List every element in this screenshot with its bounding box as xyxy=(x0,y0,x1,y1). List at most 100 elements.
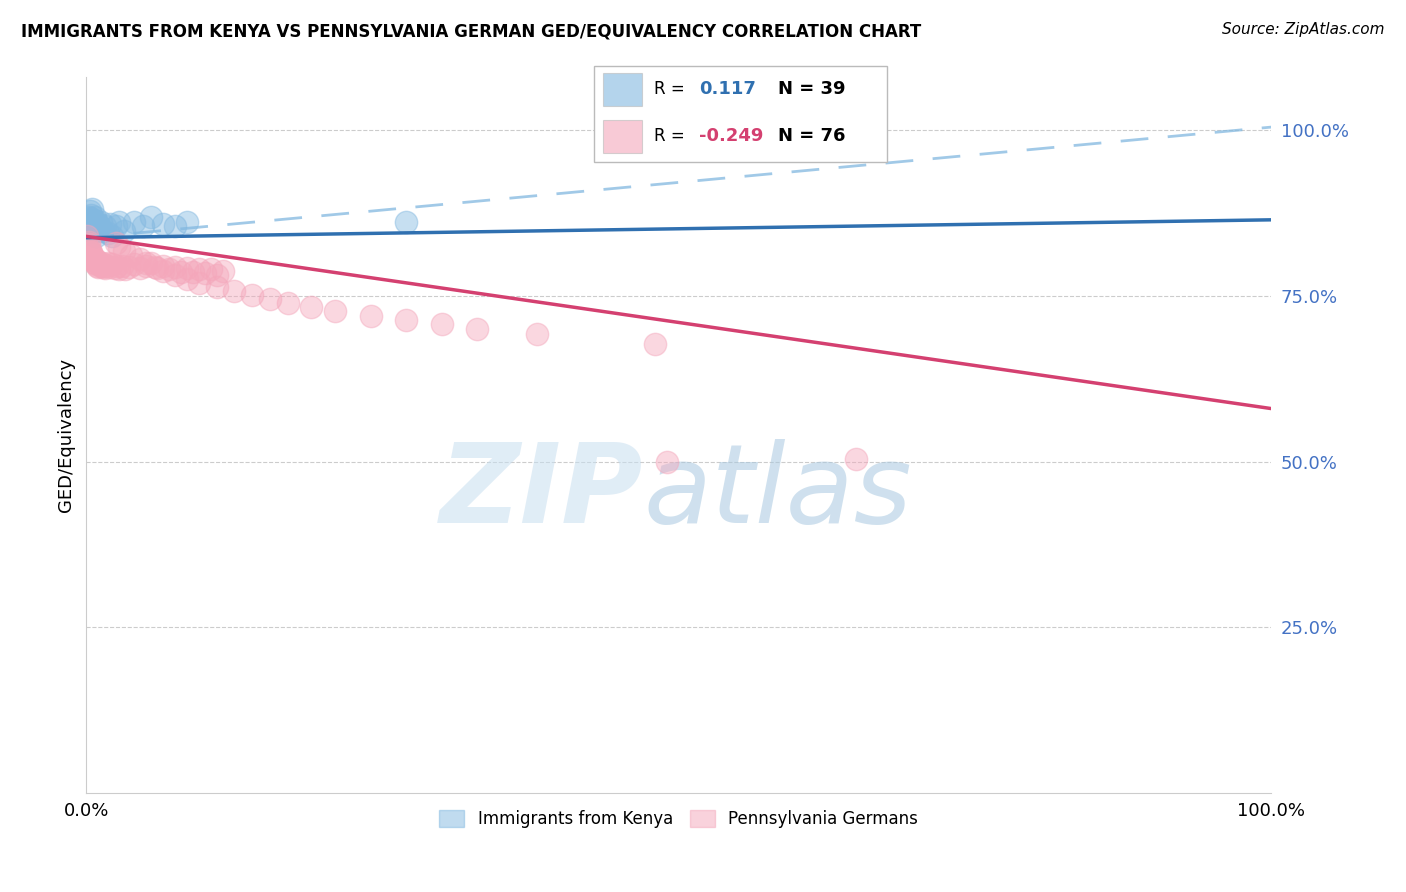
Point xyxy=(101,229,124,244)
Point xyxy=(87,260,110,274)
Point xyxy=(135,256,157,270)
Point xyxy=(128,261,150,276)
Point xyxy=(77,237,100,252)
Point xyxy=(104,219,127,234)
Point xyxy=(122,215,145,229)
Point xyxy=(84,257,107,271)
Point xyxy=(112,224,135,238)
Point xyxy=(97,226,120,240)
Point xyxy=(176,215,198,229)
Point xyxy=(143,260,166,274)
Point xyxy=(200,262,222,277)
Point xyxy=(132,219,155,234)
Point xyxy=(104,235,127,250)
Point xyxy=(94,219,117,234)
Point xyxy=(323,303,346,318)
Point xyxy=(82,248,104,262)
Point xyxy=(395,313,418,327)
Point xyxy=(170,265,193,279)
Point xyxy=(108,215,131,229)
Point xyxy=(176,261,198,276)
Point xyxy=(120,248,142,262)
Point xyxy=(430,317,453,331)
Point xyxy=(82,251,104,265)
Text: atlas: atlas xyxy=(643,439,911,546)
Point xyxy=(277,295,299,310)
Point xyxy=(76,223,98,237)
Point xyxy=(84,229,107,244)
Point xyxy=(86,259,108,273)
Bar xyxy=(603,73,643,105)
Point xyxy=(187,276,209,290)
Point xyxy=(97,256,120,270)
Point xyxy=(83,256,105,270)
Point xyxy=(79,211,101,225)
Point xyxy=(90,256,112,270)
Point xyxy=(299,300,322,314)
Point xyxy=(101,257,124,271)
Point xyxy=(93,257,115,271)
Point xyxy=(128,252,150,266)
Point xyxy=(181,265,204,279)
Text: N = 39: N = 39 xyxy=(778,80,845,98)
Point xyxy=(141,210,163,224)
Point xyxy=(360,309,382,323)
Point xyxy=(77,210,100,224)
Point xyxy=(82,223,104,237)
Point xyxy=(104,261,127,276)
Point xyxy=(84,253,107,268)
Text: IMMIGRANTS FROM KENYA VS PENNSYLVANIA GERMAN GED/EQUIVALENCY CORRELATION CHART: IMMIGRANTS FROM KENYA VS PENNSYLVANIA GE… xyxy=(21,22,921,40)
Point xyxy=(82,212,104,227)
Point xyxy=(80,249,103,263)
Point xyxy=(146,261,169,276)
Point xyxy=(82,219,104,234)
Point xyxy=(224,284,246,298)
Point xyxy=(80,208,103,222)
Point xyxy=(152,218,174,232)
Point xyxy=(105,259,128,273)
Text: N = 76: N = 76 xyxy=(778,128,845,145)
Point xyxy=(845,451,868,466)
Point xyxy=(82,202,104,216)
Point xyxy=(76,229,98,244)
Point xyxy=(111,259,134,273)
Point xyxy=(77,218,100,232)
Point xyxy=(83,210,105,224)
Point xyxy=(644,336,666,351)
Point xyxy=(114,262,136,277)
Point xyxy=(108,240,131,254)
Bar xyxy=(603,120,643,153)
Point xyxy=(83,252,105,266)
Point xyxy=(94,261,117,276)
Point xyxy=(165,268,187,282)
Point xyxy=(76,215,98,229)
Point xyxy=(79,243,101,257)
Point xyxy=(655,454,678,468)
Point xyxy=(240,287,263,301)
Point xyxy=(165,260,187,274)
Point xyxy=(89,256,111,270)
Point xyxy=(80,216,103,230)
Point xyxy=(187,262,209,277)
Point xyxy=(84,214,107,228)
Point xyxy=(259,292,281,306)
Point xyxy=(82,253,104,268)
Point xyxy=(205,279,228,293)
Point xyxy=(87,218,110,232)
Text: R =: R = xyxy=(654,128,690,145)
Point xyxy=(91,260,114,274)
Point xyxy=(82,251,104,265)
Text: Source: ZipAtlas.com: Source: ZipAtlas.com xyxy=(1222,22,1385,37)
Point xyxy=(76,219,98,234)
Point xyxy=(152,259,174,273)
Point xyxy=(91,224,114,238)
Point xyxy=(82,212,104,227)
Point xyxy=(108,262,131,277)
Point xyxy=(96,259,118,273)
Point xyxy=(157,262,180,277)
Point xyxy=(395,215,418,229)
Point xyxy=(135,259,157,273)
Text: ZIP: ZIP xyxy=(440,439,643,546)
Point xyxy=(211,264,233,278)
Point xyxy=(122,257,145,271)
